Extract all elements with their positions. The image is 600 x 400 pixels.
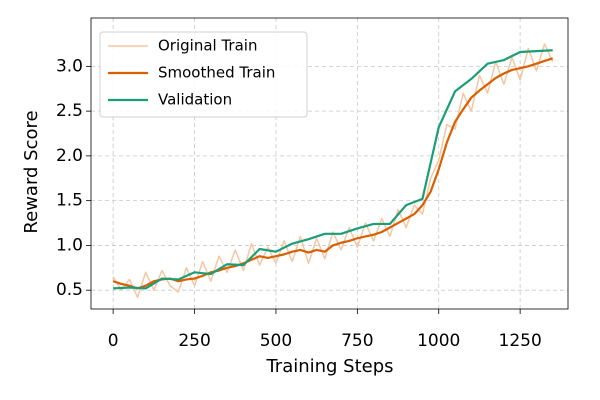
x-tick-label: 1250	[499, 331, 542, 351]
plot-frame	[90, 17, 569, 310]
x-tick-label: 0	[108, 331, 119, 351]
x-axis-label: Training Steps	[265, 356, 393, 377]
legend-box	[99, 31, 308, 118]
y-tick-label: 2.0	[56, 146, 83, 166]
legend-label: Validation	[158, 91, 232, 109]
series-line	[112, 57, 554, 290]
y-tick-label: 2.5	[56, 101, 83, 121]
y-tick-label: 3.0	[56, 56, 83, 76]
y-tick-label: 1.5	[56, 191, 83, 211]
y-axis-label: Reward Score	[21, 110, 42, 233]
x-tick-label: 750	[341, 331, 373, 351]
y-tick-label: 1.0	[56, 235, 83, 255]
x-tick-label: 500	[260, 331, 292, 351]
series-line	[112, 43, 554, 299]
y-tick-label: 0.5	[56, 280, 83, 300]
series-line	[113, 49, 553, 290]
x-tick-label: 1000	[417, 331, 460, 351]
x-tick-label: 250	[178, 331, 210, 351]
legend-label: Smoothed Train	[158, 64, 275, 82]
legend-label: Original Train	[158, 37, 257, 55]
